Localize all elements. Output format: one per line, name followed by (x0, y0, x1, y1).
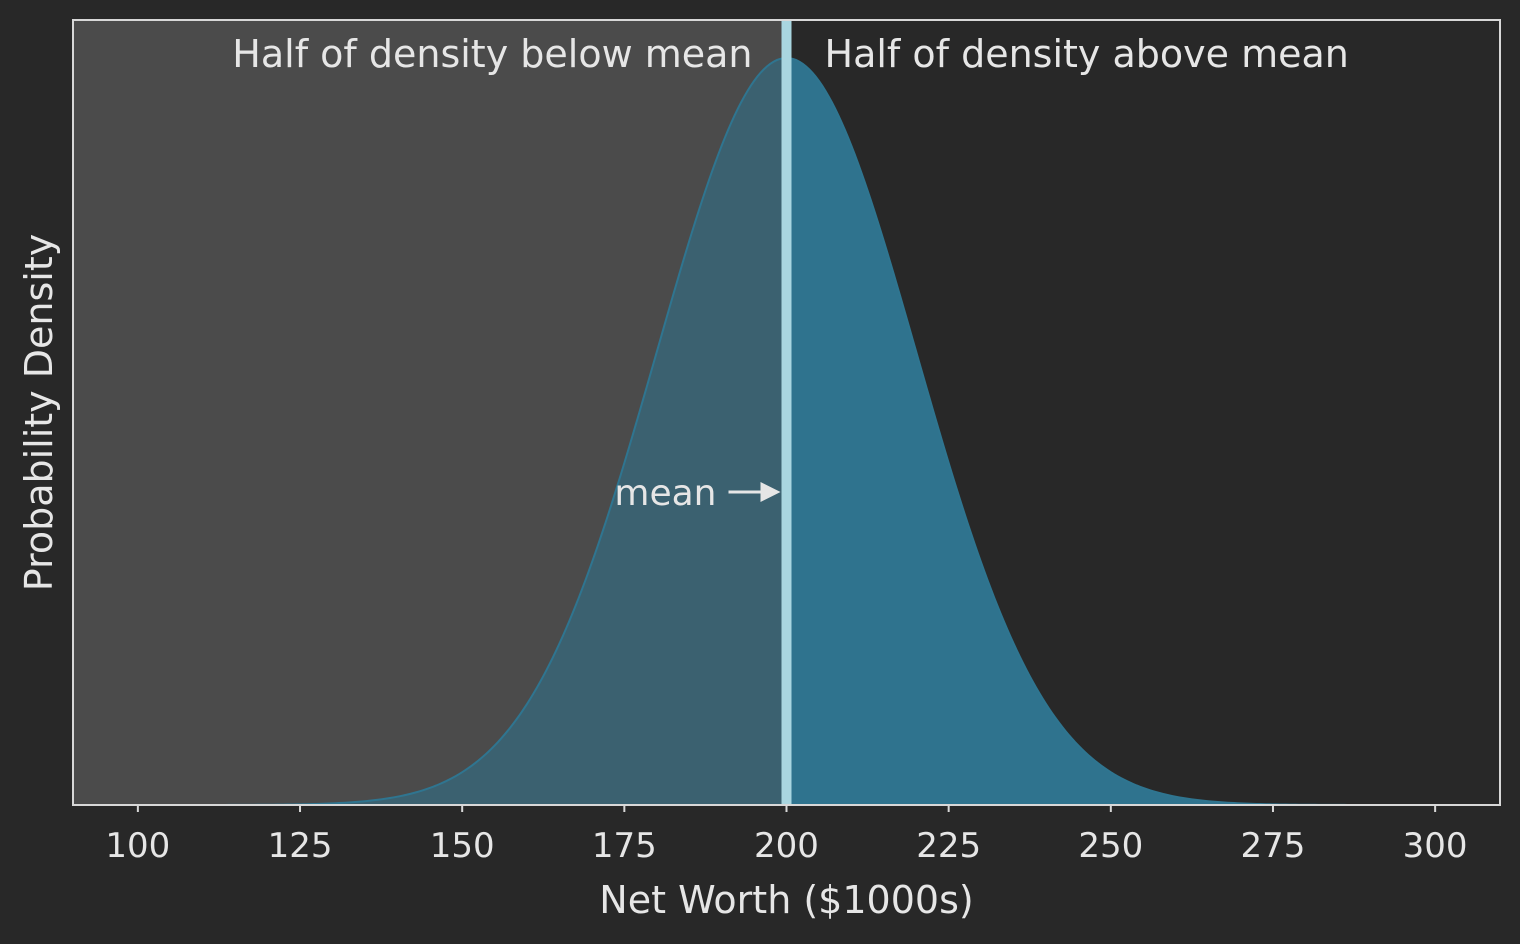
x-tick-label: 275 (1241, 826, 1306, 866)
x-tick-label: 200 (754, 826, 819, 866)
x-tick-label: 150 (430, 826, 495, 866)
density-area-above-mean (786, 58, 1436, 805)
annotation-below-mean: Half of density below mean (232, 32, 752, 76)
mean-label: mean (614, 473, 716, 514)
mean-arrow-head (760, 482, 781, 502)
x-tick-label: 250 (1078, 826, 1143, 866)
y-axis-label: Probability Density (17, 234, 61, 591)
x-axis-ticks: 100 125 150 175 200 225 250 275 300 (105, 805, 1468, 866)
x-tick-label: 125 (268, 826, 333, 866)
plot-area (72, 19, 1501, 806)
x-tick-label: 100 (105, 826, 170, 866)
x-tick-label: 175 (592, 826, 657, 866)
mean-line (781, 20, 792, 805)
x-axis-label: Net Worth ($1000s) (599, 878, 973, 922)
annotation-above-mean: Half of density above mean (825, 32, 1349, 76)
x-tick-label: 300 (1403, 826, 1468, 866)
x-tick-label: 225 (916, 826, 981, 866)
